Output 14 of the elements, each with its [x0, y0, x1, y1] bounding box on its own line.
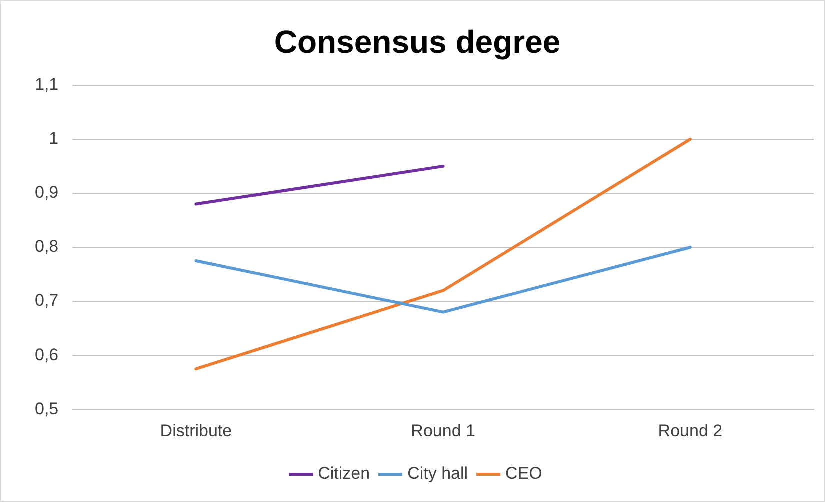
x-tick-label: Distribute — [160, 421, 232, 440]
legend-label: City hall — [408, 464, 468, 484]
y-tick-label: 1,1 — [34, 75, 59, 94]
y-tick-label: 0,6 — [34, 345, 59, 364]
legend-label: Citizen — [318, 464, 370, 484]
y-tick-label: 0,7 — [34, 291, 59, 310]
y-tick-label: 0,5 — [34, 399, 59, 418]
y-tick-label: 1 — [49, 129, 59, 148]
y-tick-label: 0,8 — [34, 237, 59, 256]
x-tick-label: Round 1 — [411, 421, 476, 440]
legend-label: CEO — [506, 464, 542, 484]
y-tick-label: 0,9 — [34, 183, 59, 202]
chart-title: Consensus degree — [274, 24, 561, 60]
x-tick-label: Round 2 — [658, 421, 723, 440]
